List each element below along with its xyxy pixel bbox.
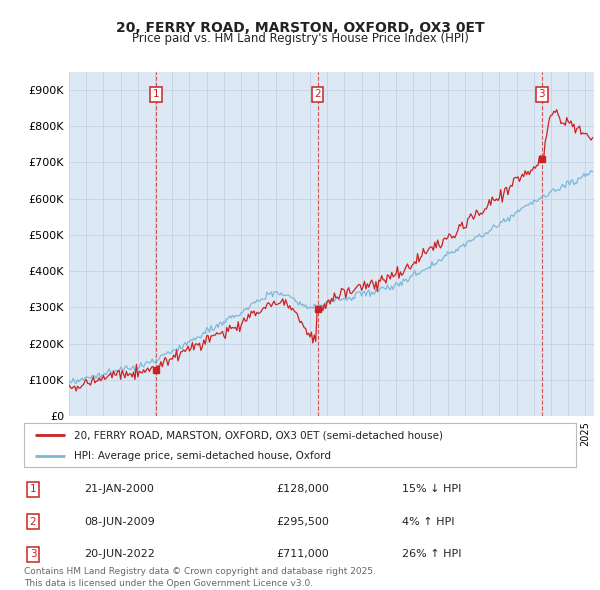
Text: 15% ↓ HPI: 15% ↓ HPI [402,484,461,494]
Text: 08-JUN-2009: 08-JUN-2009 [84,517,155,527]
Text: £295,500: £295,500 [276,517,329,527]
Text: 20, FERRY ROAD, MARSTON, OXFORD, OX3 0ET: 20, FERRY ROAD, MARSTON, OXFORD, OX3 0ET [116,21,484,35]
Text: 4% ↑ HPI: 4% ↑ HPI [402,517,455,527]
Text: 20-JUN-2022: 20-JUN-2022 [84,549,155,559]
Text: 2: 2 [29,517,37,527]
Text: Contains HM Land Registry data © Crown copyright and database right 2025.
This d: Contains HM Land Registry data © Crown c… [24,568,376,588]
Text: 1: 1 [152,89,160,99]
Text: 1: 1 [29,484,37,494]
Text: Price paid vs. HM Land Registry's House Price Index (HPI): Price paid vs. HM Land Registry's House … [131,32,469,45]
Text: HPI: Average price, semi-detached house, Oxford: HPI: Average price, semi-detached house,… [74,451,331,461]
Text: 26% ↑ HPI: 26% ↑ HPI [402,549,461,559]
Text: 20, FERRY ROAD, MARSTON, OXFORD, OX3 0ET (semi-detached house): 20, FERRY ROAD, MARSTON, OXFORD, OX3 0ET… [74,431,443,440]
Text: £711,000: £711,000 [276,549,329,559]
Text: 2: 2 [314,89,321,99]
Text: 21-JAN-2000: 21-JAN-2000 [84,484,154,494]
Text: 3: 3 [539,89,545,99]
Text: £128,000: £128,000 [276,484,329,494]
Text: 3: 3 [29,549,37,559]
